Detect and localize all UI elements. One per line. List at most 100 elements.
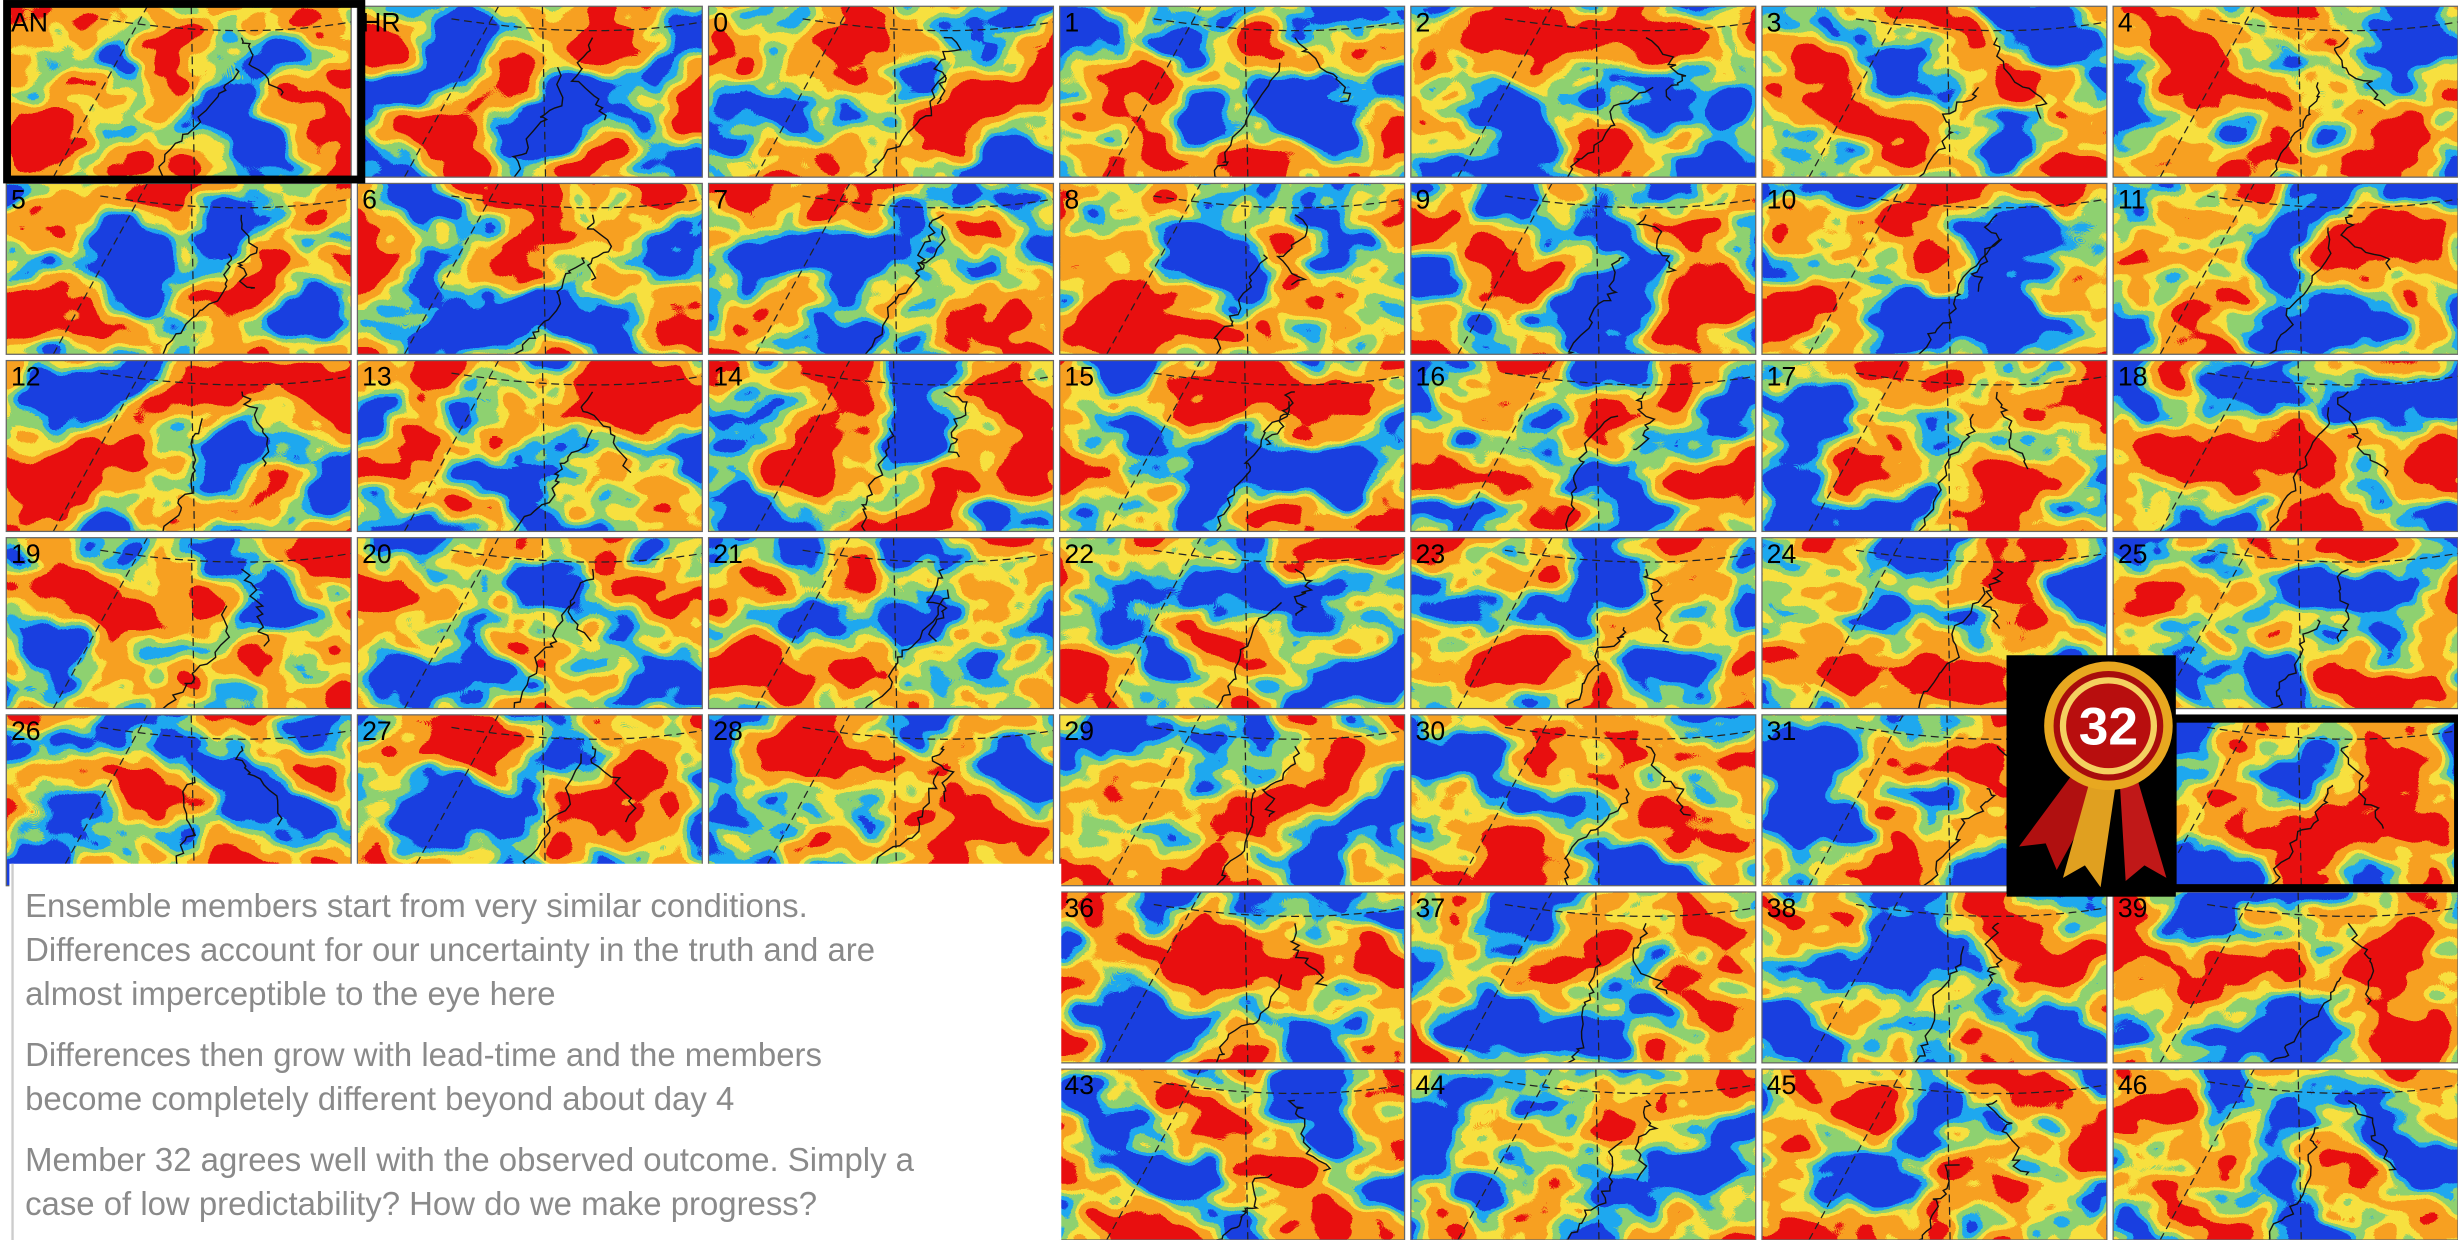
panel-label: 23 [1416, 539, 1446, 569]
panel-label: 36 [1064, 893, 1094, 923]
map-field [1411, 183, 1756, 354]
panel-label: 43 [1064, 1070, 1094, 1100]
map-panel [1060, 6, 1405, 177]
map-panel [1762, 1069, 2107, 1240]
note-line: Ensemble members start from very similar… [25, 887, 808, 924]
panel-label: 45 [1767, 1070, 1797, 1100]
map-panel [709, 183, 1054, 354]
map-field [2113, 1069, 2458, 1240]
panel-label: HR [362, 7, 400, 37]
map-panel [357, 538, 702, 709]
panel-label: 31 [1767, 716, 1797, 746]
panel-label: 17 [1767, 362, 1797, 392]
map-field [2113, 892, 2458, 1063]
map-panel [1762, 361, 2107, 532]
map-field [1060, 1069, 1405, 1240]
map-panel [6, 715, 351, 886]
map-panel [357, 183, 702, 354]
map-panel [1411, 361, 1756, 532]
map-panel [1411, 892, 1756, 1063]
map-field [357, 538, 702, 709]
ensemble-figure: ANHR012345678910111213141516171819202122… [0, 0, 2458, 1240]
map-field [1060, 538, 1405, 709]
map-field [1762, 183, 2107, 354]
panel-label: 13 [362, 362, 392, 392]
map-panel [1060, 892, 1405, 1063]
map-panel [709, 6, 1054, 177]
map-field [1411, 715, 1756, 886]
map-panel [1411, 715, 1756, 886]
panel-label: 16 [1416, 362, 1446, 392]
map-panel [6, 183, 351, 354]
panel-label: 21 [713, 539, 743, 569]
panel-label: 5 [11, 185, 26, 215]
panel-label: 8 [1064, 185, 1079, 215]
note-line: Differences then grow with lead-time and… [25, 1036, 822, 1073]
map-field [2113, 6, 2458, 177]
map-field [709, 183, 1054, 354]
map-panel [1060, 715, 1405, 886]
panel-label: 29 [1064, 716, 1094, 746]
panel-label: 15 [1064, 362, 1094, 392]
map-field [357, 715, 702, 886]
map-field [1411, 361, 1756, 532]
panel-label: 18 [2118, 362, 2148, 392]
map-panel [709, 361, 1054, 532]
note-line: Member 32 agrees well with the observed … [25, 1141, 915, 1178]
map-field [6, 183, 351, 354]
panel-label: 26 [11, 716, 41, 746]
map-field [357, 183, 702, 354]
panel-label: 30 [1416, 716, 1446, 746]
panel-label: 27 [362, 716, 392, 746]
panel-label: 10 [1767, 185, 1797, 215]
map-field [6, 715, 351, 886]
map-field [1762, 6, 2107, 177]
panel-label: 46 [2118, 1070, 2148, 1100]
panel-label: 20 [362, 539, 392, 569]
panel-label: 14 [713, 362, 743, 392]
panel-label: 22 [1064, 539, 1094, 569]
map-field [1060, 6, 1405, 177]
map-field [1762, 1069, 2107, 1240]
panel-label: AN [11, 7, 48, 37]
note-line: almost imperceptible to the eye here [25, 975, 555, 1012]
panel-label: 3 [1767, 7, 1782, 37]
panel-label: 24 [1767, 539, 1797, 569]
badge-number: 32 [2079, 698, 2138, 757]
map-field [1060, 892, 1405, 1063]
map-panel [2113, 361, 2458, 532]
map-field [1762, 892, 2107, 1063]
map-field [6, 361, 351, 532]
map-panel [2113, 6, 2458, 177]
panel-label: 7 [713, 185, 728, 215]
panel-label: 12 [11, 362, 41, 392]
panel-label: 6 [362, 185, 377, 215]
map-field [1411, 6, 1756, 177]
map-panel [1411, 6, 1756, 177]
map-panel [1762, 6, 2107, 177]
map-field [709, 6, 1054, 177]
map-field [1060, 183, 1405, 354]
panel-label: 11 [2118, 185, 2146, 215]
map-panel [6, 361, 351, 532]
panel-label: 37 [1416, 893, 1446, 923]
map-panel [2113, 892, 2458, 1063]
map-panel [6, 538, 351, 709]
map-panel [357, 6, 702, 177]
panel-label: 25 [2118, 539, 2148, 569]
note-line: case of low predictability? How do we ma… [25, 1185, 817, 1222]
panel-label: 38 [1767, 893, 1797, 923]
panel-label: 19 [11, 539, 41, 569]
map-field [357, 6, 702, 177]
note-line: become completely different beyond about… [25, 1080, 734, 1117]
note-line: Differences account for our uncertainty … [25, 931, 875, 968]
map-field [6, 6, 351, 177]
map-field [709, 715, 1054, 886]
map-panel [2113, 1069, 2458, 1240]
map-panel [6, 6, 351, 177]
map-panel [1762, 183, 2107, 354]
map-field [6, 538, 351, 709]
map-panel [709, 538, 1054, 709]
panel-label: 9 [1416, 185, 1431, 215]
map-field [1060, 361, 1405, 532]
